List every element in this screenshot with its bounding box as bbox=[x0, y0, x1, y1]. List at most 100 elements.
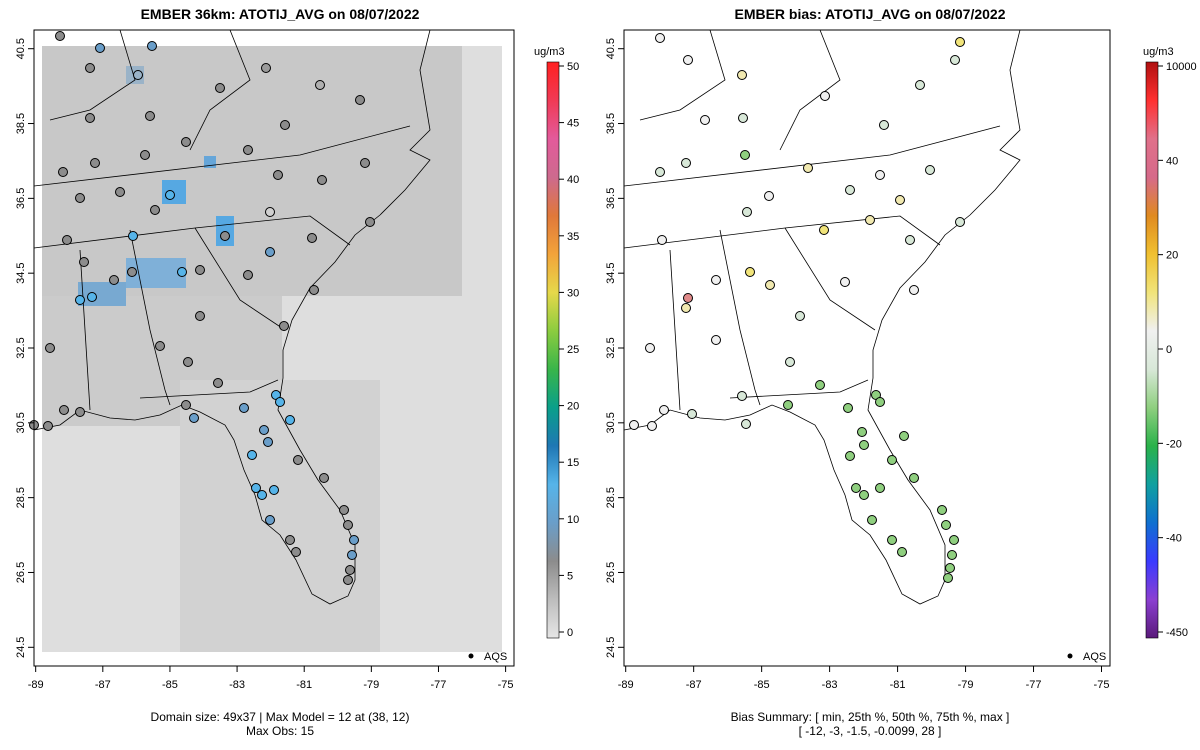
right-map-background bbox=[624, 30, 1110, 666]
axis-layer: -89 -87 -85 -83 -81 -79 -77 -75 24.5 26.5 28.5 30.5… bbox=[15, 38, 1197, 691]
right-site bbox=[845, 185, 855, 195]
left-y-tick-label: 24.5 bbox=[15, 637, 27, 658]
left-site bbox=[307, 233, 317, 243]
right-site bbox=[949, 535, 959, 545]
right-site bbox=[875, 483, 885, 493]
right-site bbox=[764, 191, 774, 201]
left-site bbox=[243, 270, 253, 280]
right-site bbox=[820, 91, 830, 101]
right-site bbox=[629, 420, 639, 430]
left-site bbox=[55, 31, 65, 41]
left-site bbox=[285, 535, 295, 545]
right-y-tick-label: 26.5 bbox=[605, 562, 617, 583]
left-site bbox=[62, 235, 72, 245]
left-site bbox=[347, 550, 357, 560]
right-site bbox=[765, 280, 775, 290]
right-site bbox=[947, 550, 957, 560]
left-site bbox=[319, 473, 329, 483]
right-state-line-6 bbox=[729, 379, 869, 399]
right-x-tick-label: -83 bbox=[822, 679, 838, 691]
left-site bbox=[95, 43, 105, 53]
right-x-tick-label: -81 bbox=[890, 679, 906, 691]
left-site bbox=[343, 520, 353, 530]
right-site bbox=[941, 520, 951, 530]
left-y-tick-label: 26.5 bbox=[15, 562, 27, 583]
right-site bbox=[687, 409, 697, 419]
right-state-line-7 bbox=[779, 30, 841, 151]
right-site bbox=[909, 473, 919, 483]
left-y-tick-label: 30.5 bbox=[15, 412, 27, 433]
left-site bbox=[239, 403, 249, 413]
right-site bbox=[859, 490, 869, 500]
left-site bbox=[309, 285, 319, 295]
right-site bbox=[851, 483, 861, 493]
left-colorbar-tick-label: 20 bbox=[567, 401, 579, 413]
right-site bbox=[655, 167, 665, 177]
right-site bbox=[915, 80, 925, 90]
left-site bbox=[147, 41, 157, 51]
right-site bbox=[905, 235, 915, 245]
left-legend-dot bbox=[468, 653, 474, 659]
left-site bbox=[189, 413, 199, 423]
left-state-line-3 bbox=[129, 229, 171, 406]
right-obs-sites bbox=[629, 33, 965, 583]
right-site bbox=[683, 55, 693, 65]
left-site bbox=[85, 63, 95, 73]
left-site bbox=[45, 343, 55, 353]
right-map bbox=[623, 29, 1111, 667]
left-site bbox=[195, 265, 205, 275]
right-state-line-2 bbox=[624, 215, 941, 249]
left-state-line-1 bbox=[34, 125, 411, 187]
left-state-line-6 bbox=[139, 379, 279, 399]
right-site bbox=[887, 535, 897, 545]
right-y-tick-label: 24.5 bbox=[605, 637, 617, 658]
right-site bbox=[937, 505, 947, 515]
left-state-line-5 bbox=[79, 249, 91, 411]
right-footer-line2: [ -12, -3, -1.5, -0.0099, 28 ] bbox=[798, 724, 942, 738]
left-colorbar-tick-label: 35 bbox=[567, 231, 579, 243]
left-site bbox=[213, 378, 223, 388]
right-site bbox=[859, 440, 869, 450]
right-site bbox=[945, 563, 955, 573]
right-site bbox=[683, 293, 693, 303]
right-state-line-4 bbox=[784, 227, 876, 331]
left-site bbox=[115, 187, 125, 197]
right-colorbar-tick-label: 10000 bbox=[1166, 61, 1197, 73]
left-site bbox=[275, 397, 285, 407]
right-site bbox=[899, 431, 909, 441]
right-colorbar bbox=[1145, 61, 1159, 639]
right-colorbar-tick-label: -20 bbox=[1166, 438, 1182, 450]
left-boundaries bbox=[34, 30, 431, 605]
right-site bbox=[742, 207, 752, 217]
left-site bbox=[85, 113, 95, 123]
left-site bbox=[183, 357, 193, 367]
left-footer: Domain size: 49x37 | Max Model = 12 at (… bbox=[0, 710, 560, 738]
left-site bbox=[75, 193, 85, 203]
left-site bbox=[263, 437, 273, 447]
left-colorbar-tick-label: 50 bbox=[567, 61, 579, 73]
right-site bbox=[745, 267, 755, 277]
left-site bbox=[243, 145, 253, 155]
left-site bbox=[43, 421, 53, 431]
right-site bbox=[785, 357, 795, 367]
left-colorbar bbox=[546, 61, 560, 639]
left-state-line-2 bbox=[34, 215, 351, 249]
left-site bbox=[360, 158, 370, 168]
left-site bbox=[257, 490, 267, 500]
left-y-tick-label: 28.5 bbox=[15, 487, 27, 508]
left-site bbox=[220, 231, 230, 241]
right-colorbar-tick-label: 20 bbox=[1166, 250, 1178, 262]
left-state-line-4 bbox=[194, 227, 286, 331]
right-site bbox=[845, 451, 855, 461]
left-state-line-7 bbox=[189, 30, 251, 151]
right-site bbox=[700, 115, 710, 125]
left-x-tick-label: -79 bbox=[363, 679, 379, 691]
right-colorbar-unit: ug/m3 bbox=[1143, 46, 1174, 58]
left-site bbox=[343, 575, 353, 585]
left-site bbox=[155, 341, 165, 351]
left-y-tick-label: 40.5 bbox=[15, 38, 27, 59]
left-site bbox=[90, 158, 100, 168]
left-site bbox=[280, 120, 290, 130]
left-site bbox=[133, 70, 143, 80]
